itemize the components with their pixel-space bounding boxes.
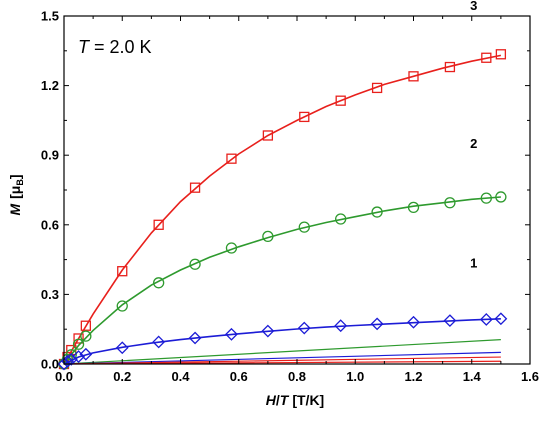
data-point-square (262, 130, 274, 141)
x-tick-label: 1.0 (346, 369, 364, 384)
data-point-circle (495, 191, 507, 203)
series-label: 3 (470, 0, 477, 13)
annotation-variable: T (78, 37, 91, 57)
data-point-square (226, 153, 237, 164)
reference-line (63, 339, 501, 365)
series-fit-line (63, 54, 502, 365)
data-point-diamond (72, 350, 85, 363)
series-fit-line (63, 196, 501, 365)
reference-line (63, 356, 501, 365)
axes-layer: 0.0 0.2 0.4 0.6 0.8 1.0 1.2 1.4 1.6 0.0 0.3 0.6 0.9 1… (41, 0, 539, 384)
data-point-circle (444, 197, 456, 209)
series-layer (57, 49, 508, 371)
data-point-square (408, 71, 419, 82)
x-tick-label: 1.2 (404, 369, 422, 384)
x-tick-label: 0.2 (113, 369, 131, 384)
data-point-diamond (225, 327, 238, 341)
x-tick-label: 0.8 (288, 369, 306, 384)
series-label: 1 (470, 256, 477, 271)
data-point-square (335, 95, 346, 106)
data-point-square (73, 333, 84, 344)
data-point-circle (298, 221, 310, 233)
data-point-diamond (370, 317, 384, 331)
temperature-annotation: T = 2.0 K (78, 37, 152, 57)
series-fit-line (63, 318, 501, 365)
y-tick-label: 0.6 (41, 217, 59, 232)
reference-line (63, 351, 501, 365)
data-point-circle (80, 330, 92, 342)
data-point-diamond (479, 313, 493, 326)
data-point-square (189, 182, 201, 193)
y-tick-label: 0.0 (41, 357, 59, 372)
data-point-circle (225, 242, 238, 254)
data-point-circle (335, 213, 347, 225)
x-tick-label: 0.0 (55, 369, 73, 384)
y-tick-label: 1.5 (41, 9, 59, 24)
data-point-square (299, 111, 310, 123)
data-point-diamond (188, 331, 202, 345)
y-tick-label: 1.2 (41, 78, 59, 93)
data-point-diamond (261, 324, 275, 338)
data-point-diamond (494, 312, 508, 326)
data-point-circle (153, 277, 165, 289)
data-point-diamond (152, 335, 166, 349)
data-point-square (495, 49, 507, 60)
data-point-square (153, 219, 164, 230)
data-point-diamond (334, 319, 348, 333)
x-tick-label: 1.4 (463, 369, 482, 384)
x-axis-title: H/T [T/K] (266, 392, 324, 408)
data-point-square (481, 52, 492, 63)
y-tick-label: 0.3 (41, 287, 59, 302)
data-point-circle (407, 201, 420, 214)
y-axis-title: M[μB] (7, 174, 25, 215)
data-point-diamond (79, 347, 93, 361)
series-label: 2 (470, 136, 477, 151)
x-tick-label: 0.6 (230, 369, 248, 384)
data-point-diamond (57, 357, 71, 371)
data-point-circle (480, 192, 492, 204)
y-tick-label: 0.9 (41, 148, 59, 163)
data-point-square (80, 320, 91, 331)
data-point-diamond (64, 352, 78, 366)
data-point-circle (72, 338, 85, 350)
data-point-diamond (407, 315, 420, 329)
annotation-value: = 2.0 K (89, 37, 152, 57)
data-point-circle (371, 206, 383, 218)
data-point-square (371, 82, 383, 94)
data-point-diamond (115, 341, 129, 355)
data-point-diamond (443, 314, 457, 328)
data-point-diamond (297, 321, 311, 335)
plot-frame (63, 15, 531, 365)
x-tick-label: 1.6 (521, 369, 539, 384)
data-point-circle (116, 300, 128, 312)
data-point-square (117, 266, 128, 277)
x-tick-label: 0.4 (171, 369, 190, 384)
data-point-circle (262, 230, 274, 243)
data-point-square (444, 61, 456, 73)
data-point-circle (189, 258, 201, 270)
